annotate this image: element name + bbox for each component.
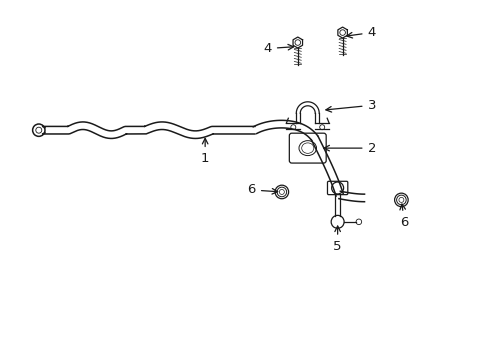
Text: 4: 4 <box>263 42 293 55</box>
Text: 2: 2 <box>323 141 375 155</box>
Text: 5: 5 <box>333 226 341 253</box>
Text: 4: 4 <box>346 26 375 39</box>
Text: 6: 6 <box>399 204 408 229</box>
Text: 6: 6 <box>247 184 277 197</box>
Text: 3: 3 <box>325 99 375 112</box>
Text: 1: 1 <box>201 138 209 165</box>
